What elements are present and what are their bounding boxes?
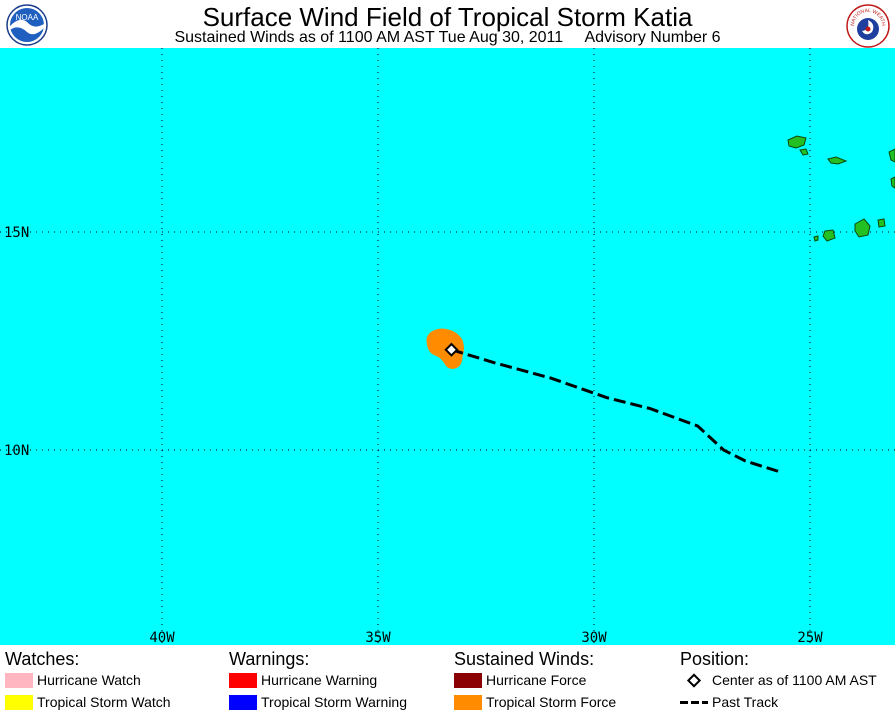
legend-past-track: Past Track (680, 694, 778, 711)
legend-position-heading: Position: (680, 649, 750, 669)
latitude-label: 10N (4, 443, 29, 459)
noaa-logo: NOAA (6, 4, 48, 46)
tropical-storm-watch-swatch (5, 694, 33, 710)
legend-hurricane-warning: Hurricane Warning (229, 672, 377, 689)
tropical-storm-warning-swatch (229, 694, 257, 710)
legend-tropical-storm-watch: Tropical Storm Watch (5, 694, 171, 711)
noaa-logo-text: NOAA (16, 13, 39, 22)
storm-center-diamond-icon (444, 342, 459, 357)
diamond-icon (686, 673, 702, 688)
map-title: Surface Wind Field of Tropical Storm Kat… (202, 2, 693, 32)
tropical-storm-force-wind-field (426, 328, 464, 369)
tropical-storm-force-swatch (454, 694, 482, 710)
legend-hurricane-force: Hurricane Force (454, 672, 586, 689)
legend-warnings-heading: Warnings: (229, 649, 310, 669)
legend-hurricane-watch: Hurricane Watch (5, 672, 141, 689)
hurricane-warning-swatch (229, 672, 257, 688)
axis-labels: 40W 35W 30W 25W 15N 10N (4, 225, 823, 645)
nws-logo: NATIONAL WEATHER SERVICE (846, 4, 890, 48)
legend-tropical-storm-warning: Tropical Storm Warning (229, 694, 407, 711)
past-track-line (450, 348, 781, 474)
latitude-label: 15N (4, 225, 29, 241)
dashed-line-icon (680, 700, 708, 704)
hurricane-force-swatch (454, 672, 482, 688)
legend-watches-heading: Watches: (5, 649, 80, 669)
longitude-label: 30W (581, 630, 607, 645)
map-subtitle: Sustained Winds as of 1100 AM AST Tue Au… (174, 29, 721, 46)
longitude-label: 35W (365, 630, 391, 645)
map-panel: 40W 35W 30W 25W 15N 10N (0, 48, 895, 645)
cape-verde-islands (787, 135, 895, 242)
legend-winds-heading: Sustained Winds: (454, 649, 595, 669)
legend-tropical-storm-force: Tropical Storm Force (454, 694, 616, 711)
legend: Watches: Hurricane Watch Tropical Storm … (0, 645, 895, 716)
header: NOAA Surface Wind Field of Tropical Stor… (0, 0, 895, 48)
longitude-label: 40W (149, 630, 175, 645)
legend-center: Center as of 1100 AM AST (680, 672, 877, 689)
hurricane-watch-swatch (5, 672, 33, 688)
longitude-label: 25W (797, 630, 823, 645)
